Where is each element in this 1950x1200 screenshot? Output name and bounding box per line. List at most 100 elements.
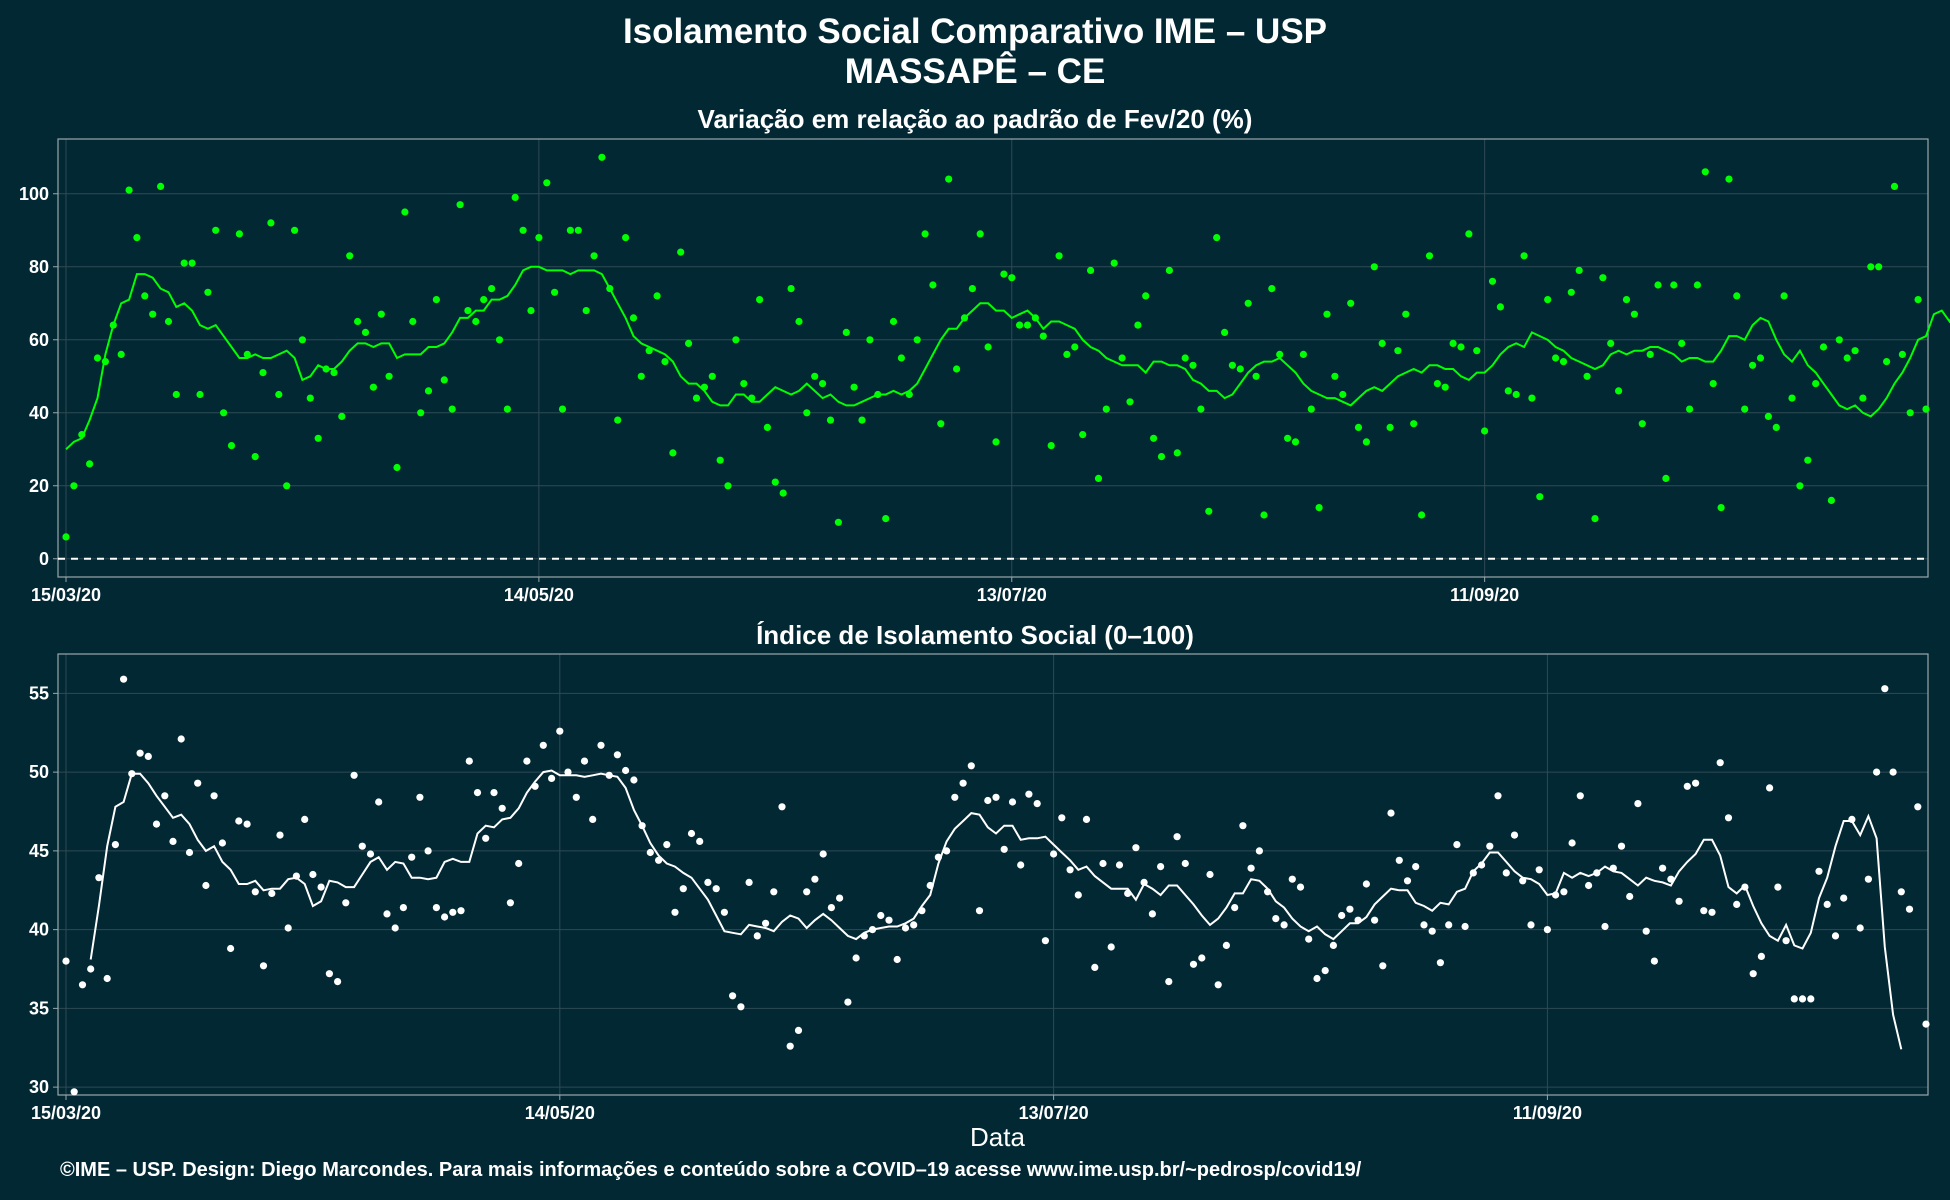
bottom-data-point	[1494, 792, 1502, 800]
top-data-point	[1205, 507, 1213, 515]
bottom-data-point	[1272, 915, 1280, 923]
top-data-point	[401, 208, 409, 216]
top-data-point	[235, 230, 243, 238]
top-data-point	[1331, 372, 1339, 380]
top-data-point	[227, 442, 236, 450]
top-data-point	[1402, 310, 1410, 318]
bottom-data-point	[375, 798, 383, 806]
bottom-data-point	[712, 885, 720, 893]
bottom-data-point	[1741, 883, 1749, 891]
top-data-point	[1425, 252, 1434, 260]
top-data-point	[70, 482, 78, 490]
bottom-data-point	[1017, 861, 1025, 869]
bottom-data-point	[1288, 875, 1296, 883]
bottom-data-point	[1889, 768, 1897, 776]
top-data-point	[811, 372, 819, 380]
bottom-data-point	[268, 889, 276, 898]
top-data-point	[661, 358, 669, 366]
bottom-data-point	[893, 955, 901, 964]
top-data-point	[1914, 296, 1922, 304]
bottom-y-tick-label: 55	[29, 683, 49, 703]
top-data-point	[1898, 350, 1906, 358]
bottom-data-point	[1478, 861, 1486, 869]
bottom-data-point	[325, 970, 333, 978]
bottom-data-point	[811, 875, 819, 883]
top-data-point	[1607, 339, 1615, 347]
top-data-point	[874, 390, 882, 399]
top-data-point	[1260, 511, 1268, 519]
top-y-tick-label: 40	[29, 403, 49, 423]
bottom-data-point	[1626, 892, 1634, 901]
bottom-data-point	[1486, 842, 1494, 850]
bottom-data-point	[473, 789, 482, 797]
bottom-data-point	[103, 974, 111, 983]
top-data-point	[1567, 288, 1575, 296]
top-data-point	[1134, 321, 1142, 329]
top-data-point	[606, 285, 614, 293]
bottom-data-point	[720, 908, 729, 916]
top-data-point	[1031, 314, 1039, 322]
top-data-point	[157, 182, 165, 190]
top-data-point	[551, 288, 559, 296]
top-data-point	[62, 533, 70, 541]
bottom-data-point	[1568, 839, 1576, 847]
top-data-point	[960, 314, 969, 322]
bottom-data-point	[482, 834, 490, 842]
top-data-point	[298, 336, 306, 344]
top-data-point	[377, 310, 385, 318]
top-data-point	[803, 409, 811, 417]
top-data-point	[582, 307, 590, 315]
top-data-point	[1575, 266, 1583, 274]
bottom-data-point	[1296, 883, 1305, 891]
top-data-point	[527, 307, 535, 315]
bottom-data-point	[1395, 856, 1403, 864]
bottom-data-point	[1124, 889, 1132, 898]
top-data-point	[763, 423, 772, 431]
bottom-data-point	[292, 872, 300, 880]
top-data-point	[480, 296, 488, 304]
top-data-point	[1796, 482, 1804, 490]
bottom-data-point	[1609, 864, 1617, 872]
bottom-data-point	[1346, 905, 1354, 913]
bottom-data-point	[1560, 888, 1568, 896]
top-data-point	[180, 259, 188, 267]
bottom-data-point	[1840, 894, 1848, 902]
top-x-tick-label: 13/07/20	[977, 585, 1047, 605]
top-data-point	[1307, 405, 1315, 413]
bottom-data-point	[449, 908, 457, 916]
top-data-point	[1473, 347, 1481, 355]
footer-credit: ©IME – USP. Design: Diego Marcondes. Par…	[60, 1159, 1362, 1181]
bottom-data-point	[1617, 842, 1626, 850]
bottom-data-point	[1247, 864, 1255, 872]
bottom-data-point	[1222, 941, 1230, 950]
top-data-point	[1165, 266, 1173, 274]
bottom-data-point	[1856, 924, 1864, 932]
top-data-point	[164, 317, 173, 326]
top-data-point	[653, 292, 661, 300]
top-data-point	[826, 416, 835, 424]
bottom-data-point	[523, 757, 531, 765]
top-data-point	[283, 482, 291, 490]
top-data-point	[889, 317, 898, 326]
bottom-data-point	[1305, 935, 1313, 943]
bottom-data-point	[901, 924, 910, 932]
bottom-data-point	[1115, 861, 1124, 869]
top-data-point	[1441, 383, 1449, 391]
bottom-data-point	[399, 904, 407, 912]
bottom-data-point	[1453, 841, 1461, 849]
bottom-data-point	[1050, 850, 1058, 858]
top-data-point	[1741, 405, 1749, 413]
top-data-point	[393, 463, 401, 472]
bottom-data-point	[926, 881, 934, 890]
top-data-point	[921, 230, 929, 238]
bottom-data-point	[1008, 798, 1017, 806]
bottom-data-point	[868, 926, 877, 934]
top-data-point	[1488, 277, 1497, 285]
top-data-point	[1756, 354, 1765, 362]
top-data-point	[1875, 263, 1883, 271]
bottom-data-point	[62, 957, 70, 965]
top-data-point	[1299, 350, 1307, 358]
bottom-data-point	[490, 789, 498, 797]
top-data-point	[1339, 390, 1347, 399]
top-data-point	[503, 405, 511, 413]
